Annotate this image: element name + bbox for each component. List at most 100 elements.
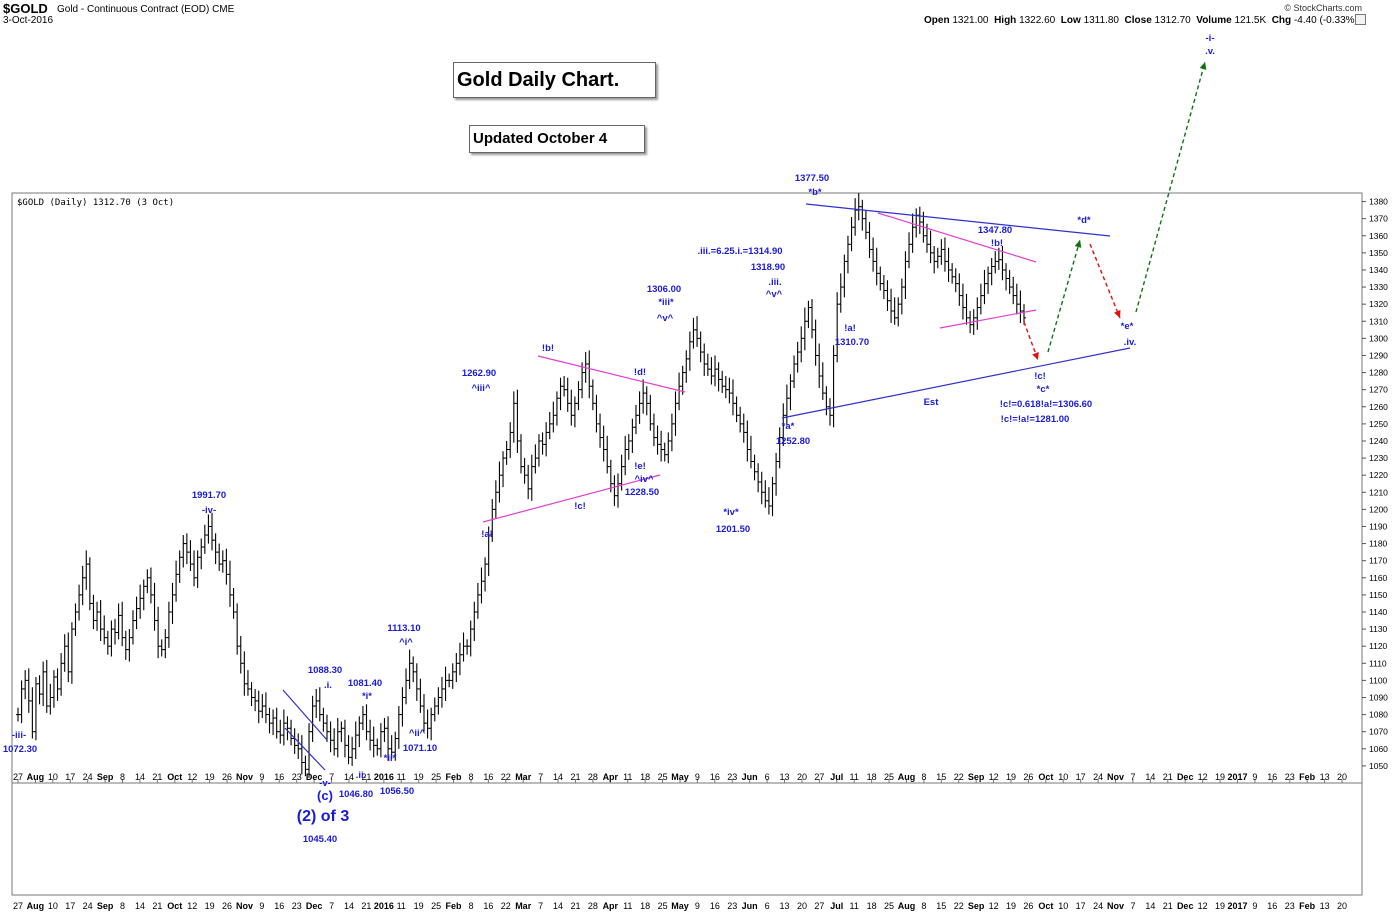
- chg-label: Chg: [1271, 15, 1292, 26]
- instrument-name-text: Gold - Continuous Contract (EOD): [57, 4, 210, 15]
- x-label-19: 14: [344, 772, 354, 782]
- wave-label-1: 1072.30: [3, 744, 37, 755]
- wave-label-41: *b*: [808, 187, 822, 198]
- x-label-bottom-50: 25: [884, 901, 894, 911]
- y-tick-label-2: 1070: [1369, 727, 1388, 737]
- x-label-bottom-40: 16: [710, 901, 720, 911]
- wave-label-16: 1113.10: [387, 623, 420, 634]
- wave-label-11: 1045.40: [303, 834, 337, 845]
- x-label-20: 21: [361, 772, 371, 782]
- wave-label-45: !b!: [991, 238, 1003, 249]
- x-label-66: 21: [1163, 772, 1173, 782]
- wave-label-10: (2) of 3: [297, 808, 350, 825]
- price-panel-frame: [11, 192, 1363, 784]
- wave-label-39: 1252.80: [776, 436, 810, 447]
- x-label-bottom-21: 2016: [374, 901, 394, 911]
- x-label-4: 24: [83, 772, 93, 782]
- wave-label-52: *e*: [1121, 321, 1134, 332]
- chart-settings-icon[interactable]: [1355, 14, 1366, 25]
- x-label-31: 14: [553, 772, 563, 782]
- x-label-61: 17: [1076, 772, 1086, 782]
- y-tick-label-10: 1150: [1369, 590, 1388, 600]
- x-label-bottom-43: 6: [765, 901, 770, 911]
- wave-label-13: 1046.80: [339, 789, 373, 800]
- x-label-bottom-25: Feb: [446, 901, 463, 911]
- x-label-74: Feb: [1299, 772, 1316, 782]
- wave-label-37: ^v^: [766, 289, 783, 300]
- x-label-17: Dec: [306, 772, 323, 782]
- x-label-bottom-17: Dec: [306, 901, 323, 911]
- x-label-37: 25: [658, 772, 668, 782]
- wave-label-33: 1201.50: [716, 524, 750, 535]
- x-label-29: Mar: [515, 772, 532, 782]
- y-tick-label-11: 1160: [1369, 573, 1388, 583]
- x-label-30: 7: [538, 772, 543, 782]
- x-label-68: 12: [1198, 772, 1208, 782]
- wave-label-20: 1262.90: [462, 368, 496, 379]
- x-label-58: 26: [1023, 772, 1033, 782]
- x-label-bottom-23: 19: [414, 901, 424, 911]
- wave-label-4: 1088.30: [308, 665, 342, 676]
- x-label-bottom-62: 24: [1093, 901, 1103, 911]
- x-label-bottom-2: 10: [48, 901, 58, 911]
- x-label-bottom-12: 26: [222, 901, 232, 911]
- x-label-43: 6: [765, 772, 770, 782]
- wave-label-50: !c!=!a!=1281.00: [1001, 414, 1070, 425]
- y-tick-label-12: 1170: [1369, 556, 1388, 566]
- wave-label-15: 1056.50: [380, 786, 414, 797]
- wave-label-5: .i.: [324, 680, 332, 691]
- x-label-bottom-20: 21: [361, 901, 371, 911]
- x-label-bottom-73: 23: [1285, 901, 1295, 911]
- y-tick-label-33: 1380: [1369, 197, 1388, 207]
- y-tick-label-31: 1360: [1369, 231, 1388, 241]
- x-label-62: 24: [1093, 772, 1103, 782]
- projection-arrow-i-head: [1199, 62, 1207, 70]
- x-label-bottom-52: 8: [921, 901, 926, 911]
- x-label-21: 2016: [374, 772, 394, 782]
- x-label-bottom-39: 9: [695, 901, 700, 911]
- x-label-60: 10: [1058, 772, 1068, 782]
- x-label-bottom-65: 14: [1145, 901, 1155, 911]
- x-label-bottom-41: 23: [727, 901, 737, 911]
- lower-panel-frame: [11, 782, 1363, 896]
- x-label-2: 10: [48, 772, 58, 782]
- x-label-35: 11: [623, 772, 632, 782]
- wave-label-40: 1377.50: [795, 173, 829, 184]
- wave-label-2: 1991.70: [192, 490, 226, 501]
- x-label-bottom-33: 28: [588, 901, 598, 911]
- x-label-13: Nov: [236, 772, 253, 782]
- y-tick-label-21: 1260: [1369, 402, 1388, 412]
- x-label-9: Oct: [167, 772, 182, 782]
- wave-label-43: 1310.70: [835, 337, 869, 348]
- x-label-71: 9: [1252, 772, 1257, 782]
- x-label-bottom-46: 27: [814, 901, 824, 911]
- x-label-51: Aug: [898, 772, 916, 782]
- y-tick-label-29: 1340: [1369, 265, 1388, 275]
- x-label-bottom-56: 12: [989, 901, 999, 911]
- x-label-bottom-74: Feb: [1299, 901, 1316, 911]
- x-label-bottom-75: 13: [1320, 901, 1330, 911]
- est-lower-line: [781, 347, 1131, 419]
- x-label-44: 13: [780, 772, 790, 782]
- close-value: 1312.70: [1154, 15, 1191, 26]
- y-tick-label-32: 1370: [1369, 214, 1388, 224]
- x-label-36: 18: [640, 772, 650, 782]
- x-label-12: 26: [222, 772, 232, 782]
- x-label-bottom-55: Sep: [968, 901, 985, 911]
- x-label-bottom-71: 9: [1252, 901, 1257, 911]
- volume-label: Volume: [1196, 15, 1232, 26]
- x-label-bottom-69: 19: [1215, 901, 1225, 911]
- x-label-10: 12: [187, 772, 197, 782]
- wave-label-47: !c!: [1034, 371, 1046, 382]
- y-tick-label-13: 1180: [1369, 539, 1388, 549]
- y-tick-label-8: 1130: [1369, 624, 1388, 634]
- x-label-46: 27: [814, 772, 824, 782]
- wave-label-18: ^ii^: [409, 728, 426, 739]
- x-label-bottom-76: 20: [1337, 901, 1347, 911]
- high-value: 1322.60: [1019, 15, 1056, 26]
- x-label-49: 18: [867, 772, 877, 782]
- x-label-63: Nov: [1107, 772, 1124, 782]
- y-tick-label-3: 1080: [1369, 710, 1388, 720]
- x-label-47: Jul: [830, 772, 843, 782]
- x-label-bottom-7: 14: [135, 901, 145, 911]
